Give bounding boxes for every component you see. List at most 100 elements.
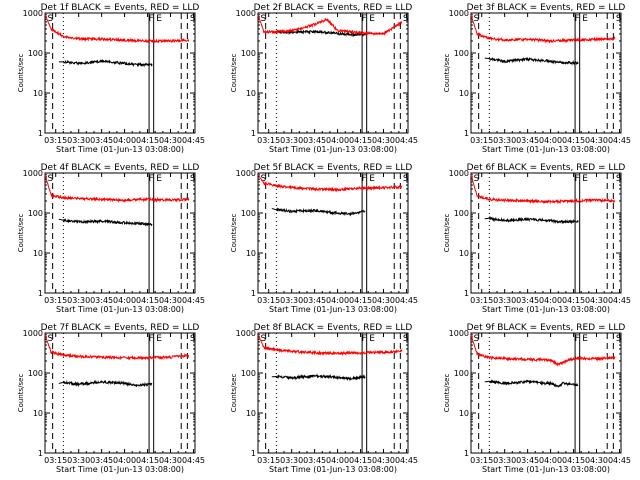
panel-title: Det 8f BLACK = Events, RED = LLD bbox=[254, 323, 413, 333]
y-tick-label: 10 bbox=[459, 89, 469, 98]
y-tick-label: 1000 bbox=[236, 169, 256, 178]
y-tick-label: 10 bbox=[33, 249, 43, 258]
panel-det-7: Det 7f BLACK = Events, RED = LLD 1 10 100 10… bbox=[17, 323, 205, 474]
series-lld bbox=[257, 14, 403, 37]
y-axis-label: Counts/sec bbox=[443, 54, 451, 93]
y-tick-label: 10 bbox=[246, 89, 256, 98]
y-tick-label: 100 bbox=[28, 49, 43, 58]
y-tick-label: 100 bbox=[28, 369, 43, 378]
panel-det-6: Det 6f BLACK = Events, RED = LLD 1 10 100 10… bbox=[443, 163, 631, 314]
marker-label-e: E bbox=[582, 14, 588, 24]
marker-label-e: E bbox=[582, 174, 588, 184]
y-axis-label: Counts/sec bbox=[17, 374, 25, 413]
plot-frame bbox=[470, 12, 622, 134]
series-lld bbox=[470, 14, 616, 44]
plot-frame bbox=[44, 172, 196, 294]
x-tick-label: 04:00 bbox=[113, 136, 136, 145]
x-tick-label: 04:15 bbox=[562, 136, 585, 145]
x-tick-label: 04:30 bbox=[585, 296, 608, 305]
y-tick-label: 1000 bbox=[449, 169, 469, 178]
marker-label-f: F bbox=[362, 14, 367, 24]
marker-label-f: F bbox=[149, 14, 154, 24]
y-tick-label: 100 bbox=[454, 209, 469, 218]
x-tick-label: 04:30 bbox=[372, 136, 395, 145]
x-tick-label: 04:45 bbox=[395, 296, 418, 305]
y-tick-label: 1 bbox=[38, 289, 43, 298]
x-tick-label: 04:00 bbox=[539, 136, 562, 145]
y-tick-label: 1 bbox=[251, 449, 256, 458]
x-tick-label: 03:15 bbox=[470, 456, 493, 465]
y-tick-label: 10 bbox=[33, 89, 43, 98]
y-tick-label: 1 bbox=[464, 289, 469, 298]
x-axis-label: Start Time (01-Jun-13 03:08:00) bbox=[56, 145, 184, 154]
marker-label-e: E bbox=[369, 334, 375, 344]
x-tick-label: 03:30 bbox=[67, 456, 90, 465]
x-tick-label: 03:15 bbox=[44, 456, 67, 465]
marker-label-s: S bbox=[261, 174, 267, 184]
marker-label-e: E bbox=[156, 334, 162, 344]
x-tick-label: 03:45 bbox=[90, 456, 113, 465]
x-axis-label: Start Time (01-Jun-13 03:08:00) bbox=[269, 145, 397, 154]
plot-frame bbox=[44, 12, 196, 134]
x-tick-label: 04:15 bbox=[562, 296, 585, 305]
y-tick-label: 100 bbox=[454, 49, 469, 58]
x-tick-label: 04:00 bbox=[113, 456, 136, 465]
x-tick-label: 03:45 bbox=[303, 296, 326, 305]
series-events bbox=[484, 215, 579, 225]
marker-label-f: F bbox=[362, 334, 367, 344]
panel-det-2: Det 2f BLACK = Events, RED = LLD 1 10 100 10… bbox=[230, 3, 418, 154]
y-axis-label: Counts/sec bbox=[17, 54, 25, 93]
plot-frame bbox=[44, 332, 196, 454]
x-tick-label: 04:45 bbox=[608, 456, 631, 465]
x-tick-label: 03:15 bbox=[44, 136, 67, 145]
x-tick-label: 04:30 bbox=[159, 296, 182, 305]
y-tick-label: 10 bbox=[459, 249, 469, 258]
marker-label-f: F bbox=[149, 174, 154, 184]
x-tick-label: 03:45 bbox=[303, 136, 326, 145]
marker-label-e: E bbox=[582, 334, 588, 344]
x-tick-label: 03:45 bbox=[516, 136, 539, 145]
y-tick-label: 1000 bbox=[23, 329, 43, 338]
x-tick-label: 03:45 bbox=[90, 296, 113, 305]
plot-frame bbox=[470, 172, 622, 294]
x-tick-label: 03:15 bbox=[470, 136, 493, 145]
x-tick-label: 04:00 bbox=[113, 296, 136, 305]
panel-det-4: Det 4f BLACK = Events, RED = LLD 1 10 100 10… bbox=[17, 163, 205, 314]
plot-frame bbox=[257, 12, 409, 134]
panel-title: Det 2f BLACK = Events, RED = LLD bbox=[254, 3, 413, 13]
marker-label-e: E bbox=[369, 174, 375, 184]
x-tick-label: 03:45 bbox=[303, 456, 326, 465]
x-axis-label: Start Time (01-Jun-13 03:08:00) bbox=[482, 465, 610, 474]
y-tick-label: 1000 bbox=[23, 169, 43, 178]
y-tick-label: 1 bbox=[251, 289, 256, 298]
marker-label-s: S bbox=[474, 334, 480, 344]
x-tick-label: 04:00 bbox=[326, 456, 349, 465]
y-tick-label: 100 bbox=[454, 369, 469, 378]
series-events bbox=[58, 379, 153, 388]
x-tick-label: 04:15 bbox=[349, 136, 372, 145]
series-events bbox=[58, 58, 153, 68]
series-events bbox=[484, 56, 579, 66]
y-tick-label: 100 bbox=[28, 209, 43, 218]
x-axis-label: Start Time (01-Jun-13 03:08:00) bbox=[482, 305, 610, 314]
panel-title: Det 1f BLACK = Events, RED = LLD bbox=[41, 3, 200, 13]
series-events bbox=[271, 373, 366, 381]
marker-label-f: F bbox=[362, 174, 367, 184]
x-tick-label: 03:30 bbox=[67, 296, 90, 305]
panel-det-5: Det 5f BLACK = Events, RED = LLD 1 10 100 10… bbox=[230, 163, 418, 314]
x-tick-label: 03:15 bbox=[470, 296, 493, 305]
marker-label-f: F bbox=[149, 334, 154, 344]
x-tick-label: 04:45 bbox=[182, 136, 205, 145]
marker-label-f: F bbox=[575, 334, 580, 344]
marker-label-f: F bbox=[575, 174, 580, 184]
x-tick-label: 04:15 bbox=[136, 136, 159, 145]
x-tick-label: 04:30 bbox=[159, 456, 182, 465]
marker-label-e: E bbox=[156, 14, 162, 24]
marker-label-s: S bbox=[616, 334, 622, 344]
panel-det-9: Det 9f BLACK = Events, RED = LLD 1 10 100 10… bbox=[443, 323, 631, 474]
y-axis-label: Counts/sec bbox=[443, 374, 451, 413]
y-tick-label: 10 bbox=[33, 409, 43, 418]
marker-label-s: S bbox=[403, 14, 409, 24]
panel-det-8: Det 8f BLACK = Events, RED = LLD 1 10 100 10… bbox=[230, 323, 418, 474]
